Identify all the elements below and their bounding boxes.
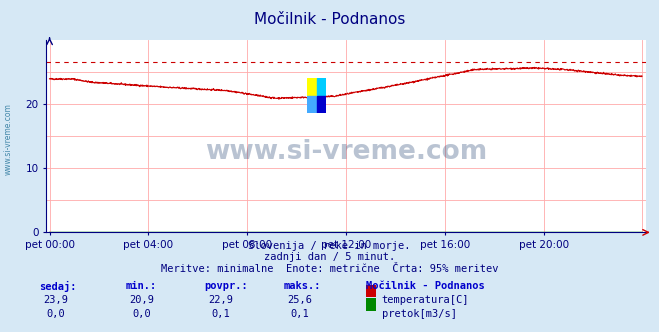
- Text: pretok[m3/s]: pretok[m3/s]: [382, 309, 457, 319]
- Bar: [316, 78, 326, 96]
- Text: Meritve: minimalne  Enote: metrične  Črta: 95% meritev: Meritve: minimalne Enote: metrične Črta:…: [161, 264, 498, 274]
- Bar: [307, 96, 316, 113]
- Text: www.si-vreme.com: www.si-vreme.com: [3, 104, 13, 175]
- Text: zadnji dan / 5 minut.: zadnji dan / 5 minut.: [264, 252, 395, 262]
- Text: 25,6: 25,6: [287, 295, 312, 305]
- Text: min.:: min.:: [125, 281, 156, 290]
- Text: temperatura[C]: temperatura[C]: [382, 295, 469, 305]
- Text: 0,0: 0,0: [132, 309, 151, 319]
- Text: Močilnik - Podnanos: Močilnik - Podnanos: [254, 12, 405, 27]
- Text: 0,0: 0,0: [47, 309, 65, 319]
- Text: sedaj:: sedaj:: [40, 281, 77, 291]
- Text: www.si-vreme.com: www.si-vreme.com: [205, 138, 487, 165]
- Text: Močilnik - Podnanos: Močilnik - Podnanos: [366, 281, 484, 290]
- Text: 22,9: 22,9: [208, 295, 233, 305]
- Text: 0,1: 0,1: [291, 309, 309, 319]
- Text: 0,1: 0,1: [212, 309, 230, 319]
- Bar: [316, 96, 326, 113]
- Text: 23,9: 23,9: [43, 295, 69, 305]
- Text: povpr.:: povpr.:: [204, 281, 248, 290]
- Text: Slovenija / reke in morje.: Slovenija / reke in morje.: [248, 241, 411, 251]
- Text: maks.:: maks.:: [283, 281, 321, 290]
- Bar: [307, 78, 316, 96]
- Text: 20,9: 20,9: [129, 295, 154, 305]
